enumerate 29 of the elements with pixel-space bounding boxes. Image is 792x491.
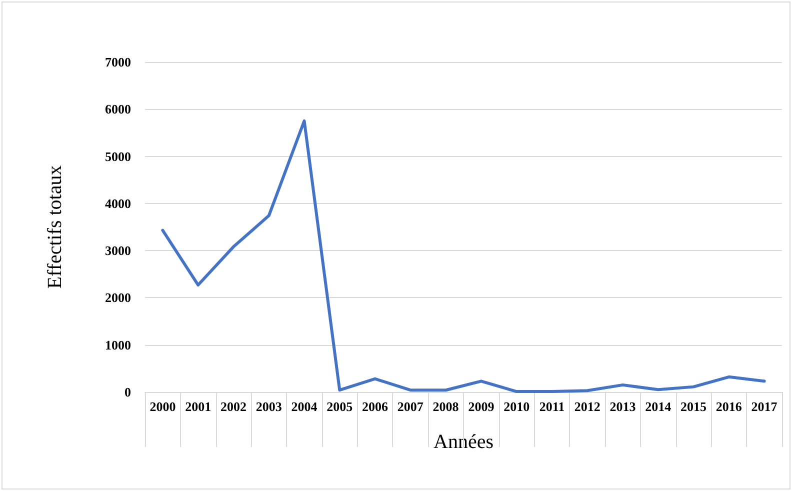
x-axis-title: Années	[434, 431, 494, 453]
y-tick-label: 7000	[105, 54, 131, 70]
x-tick-label: 2003	[256, 399, 282, 414]
y-tick-label: 1000	[105, 337, 131, 352]
x-tick-label: 2014	[645, 399, 672, 414]
x-tick-label: 2002	[220, 399, 246, 414]
x-tick-label: 2000	[150, 399, 176, 414]
x-tick-label: 2010	[504, 399, 530, 414]
x-tick-label: 2017	[751, 399, 778, 414]
x-tick-label: 2001	[185, 399, 212, 414]
x-tick-label: 2005	[326, 399, 354, 414]
y-tick-label: 0	[124, 384, 131, 400]
y-tick-label: 5000	[105, 148, 131, 164]
y-axis-title: Effectifs totaux	[44, 165, 66, 289]
x-tick-label: 2009	[468, 399, 495, 414]
x-tick-label: 2015	[680, 399, 708, 414]
x-tick-label: 2016	[716, 399, 742, 414]
x-tick-label: 2011	[539, 399, 565, 414]
line-series	[161, 119, 766, 394]
x-tick-label: 2004	[291, 399, 318, 414]
y-tick-label: 4000	[105, 196, 131, 211]
x-tick-label: 2008	[432, 399, 460, 414]
y-tick-label: 2000	[105, 290, 131, 306]
x-tick-label: 2007	[397, 399, 424, 414]
y-tick-label: 3000	[105, 243, 131, 258]
x-tick-label: 2006	[362, 399, 389, 414]
x-tick-label: 2013	[610, 399, 636, 414]
x-tick-label: 2012	[574, 399, 600, 414]
y-tick-label: 6000	[105, 102, 131, 117]
